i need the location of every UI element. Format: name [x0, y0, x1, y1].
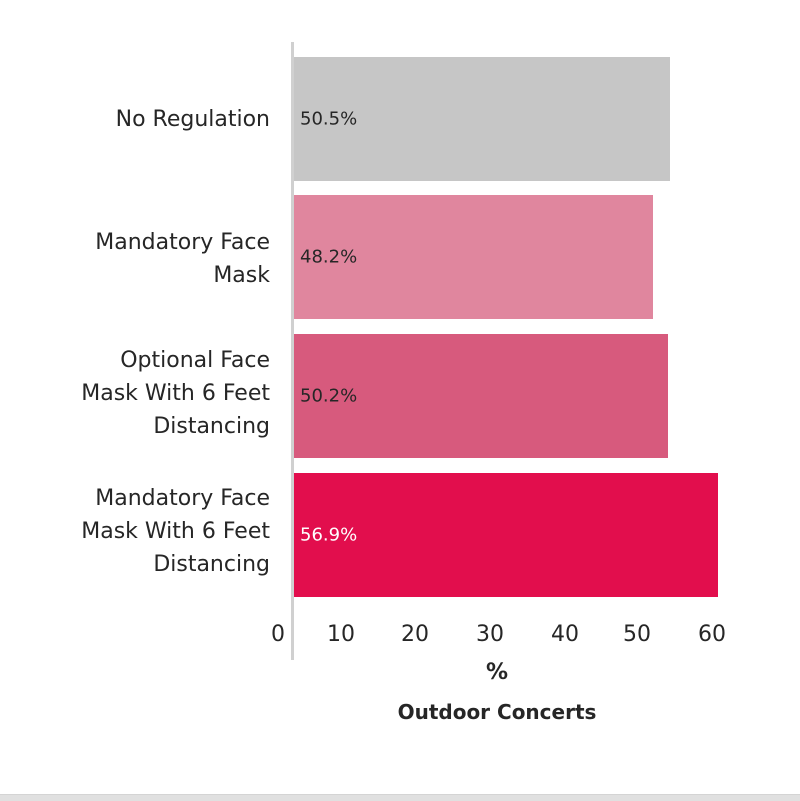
- category-label-line: Optional Face: [120, 348, 270, 373]
- x-axis-label: %: [485, 660, 509, 685]
- x-tick: 40: [551, 622, 579, 647]
- category-label-line: Mask: [213, 263, 270, 288]
- bar-value-label: 48.2%: [300, 246, 358, 268]
- chart-subtitle: Outdoor Concerts: [397, 700, 597, 724]
- bar-mandatory-mask-distancing[interactable]: 56.9%: [294, 473, 718, 597]
- bar-value-label: 50.2%: [300, 385, 358, 407]
- category-label-no-regulation: No Regulation: [10, 103, 270, 136]
- bottom-scrollbar-strip: [0, 794, 800, 801]
- x-tick: 30: [476, 622, 504, 647]
- x-tick: 50: [623, 622, 651, 647]
- bar-no-regulation[interactable]: 50.5%: [294, 57, 671, 181]
- x-tick: 20: [401, 622, 429, 647]
- category-label-mandatory-mask-distancing: Mandatory Face Mask With 6 Feet Distanci…: [10, 482, 270, 581]
- category-label-line: Mandatory Face: [95, 230, 270, 255]
- category-label-line: No Regulation: [115, 107, 270, 132]
- bar-value-label: 50.5%: [300, 108, 358, 130]
- x-tick: 0: [271, 622, 285, 647]
- y-axis-line: [291, 42, 294, 660]
- category-label-line: Mandatory Face: [95, 486, 270, 511]
- bar-mandatory-face-mask[interactable]: 48.2%: [294, 195, 654, 319]
- bar-optional-mask-distancing[interactable]: 50.2%: [294, 334, 668, 458]
- category-label-line: Mask With 6 Feet: [81, 519, 270, 544]
- x-tick: 60: [698, 622, 726, 647]
- category-label-mandatory-face-mask: Mandatory Face Mask: [10, 226, 270, 292]
- category-label-line: Distancing: [153, 552, 270, 577]
- x-tick: 10: [327, 622, 355, 647]
- category-label-line: Distancing: [153, 414, 270, 439]
- category-label-line: Mask With 6 Feet: [81, 381, 270, 406]
- bar-value-label: 56.9%: [300, 524, 358, 546]
- category-label-optional-mask-distancing: Optional Face Mask With 6 Feet Distancin…: [10, 344, 270, 443]
